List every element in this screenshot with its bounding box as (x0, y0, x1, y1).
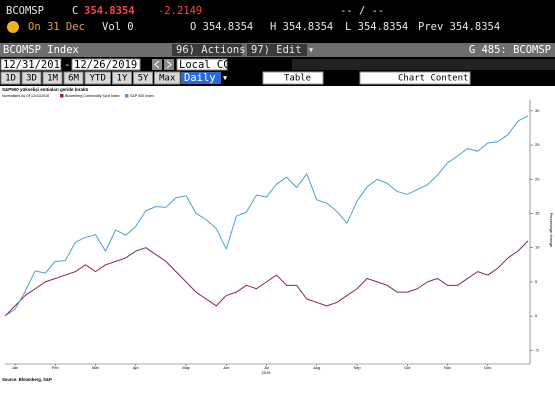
currency[interactable]: Local CCY (179, 59, 237, 71)
next-arrow (166, 60, 172, 69)
legend-swatch (60, 94, 64, 98)
quote-date: On 31 Dec (28, 21, 85, 33)
period-label[interactable]: 6M (68, 74, 79, 84)
source: Source: Bloomberg, S&P (2, 377, 52, 382)
period-button[interactable] (112, 71, 132, 85)
y-tick-label: 0 (535, 313, 538, 318)
chart-subtitle: Normalised As Of 12/31/2018 (2, 94, 49, 98)
actions-button[interactable] (172, 44, 242, 56)
period-label[interactable]: 1D (5, 74, 16, 84)
next-button[interactable] (164, 59, 174, 70)
x-tick-label: Dec (484, 365, 491, 370)
x-tick-label: Jun (223, 365, 229, 370)
change-label: C (72, 5, 78, 17)
period-button[interactable] (154, 71, 181, 85)
open: O 354.8354 (190, 21, 253, 33)
y-tick-label: 30 (535, 108, 540, 113)
y-tick-label: 5 (535, 279, 538, 284)
start-date-input[interactable] (0, 58, 62, 71)
net-change: -2.2149 (158, 5, 202, 17)
x-tick-label: Jul (264, 365, 269, 370)
currency-select[interactable] (176, 58, 228, 71)
table-button[interactable] (262, 71, 324, 85)
table[interactable]: Table (284, 74, 311, 84)
prev-button[interactable] (152, 59, 162, 70)
last-price: 354.8354 (84, 5, 135, 17)
x-tick-label: Nov (444, 365, 451, 370)
start-date[interactable]: 12/31/2018 (3, 59, 66, 71)
frequency[interactable]: Daily ▾ (184, 72, 228, 84)
ticker: BCOMSP (6, 5, 44, 17)
period-label[interactable]: YTD (90, 74, 106, 84)
period-button[interactable] (0, 71, 21, 85)
prev: Prev 354.8354 (418, 21, 500, 33)
y-tick-label: 10 (535, 245, 540, 250)
y-tick-label: 20 (535, 176, 540, 181)
volume: Vol 0 (102, 21, 134, 33)
page-id: G 485: BCOMSP (469, 44, 551, 56)
y-tick-label: 15 (535, 211, 540, 216)
x-tick-label: Apr (133, 365, 140, 370)
prev-arrow (154, 60, 160, 69)
y-tick-label: 25 (535, 142, 540, 147)
legend-label: Bloomberg Commodity Spot Index (65, 94, 120, 98)
chart-content-button[interactable] (359, 71, 471, 85)
y-axis-title: Percentage change (549, 213, 554, 248)
x-tick-label: Oct (404, 365, 411, 370)
status-icon (7, 21, 19, 33)
x-tick-label: Jan (12, 365, 18, 370)
frequency-button[interactable] (181, 72, 221, 84)
period-label[interactable]: 3D (26, 74, 37, 84)
series-line (4, 240, 529, 317)
period-label[interactable]: 5Y (138, 74, 149, 84)
y-tick-label: -5 (535, 347, 539, 352)
period-button[interactable] (84, 71, 111, 85)
chart-title: S&P500 yükselişi emtiaları geride bırakt… (2, 87, 88, 92)
x-tick-label: May (182, 365, 190, 370)
period-button[interactable] (21, 71, 42, 85)
chart-content[interactable]: Chart Content (398, 74, 468, 84)
period-button[interactable] (133, 71, 153, 85)
high: H 354.8354 (270, 21, 333, 33)
security: BCOMSP Index (3, 44, 79, 56)
time: -- / -- (340, 5, 384, 17)
x-tick-label: Sep (353, 365, 361, 370)
toolbar-strip (292, 59, 555, 70)
x-axis-title: 2019 (262, 370, 272, 375)
period-label[interactable]: Max (159, 74, 176, 84)
x-tick-label: Aug (313, 365, 320, 370)
period-button[interactable] (63, 71, 84, 85)
x-tick-label: Feb (52, 365, 60, 370)
series-line (4, 115, 529, 317)
end-date[interactable]: 12/26/2019 (74, 59, 137, 71)
period-button[interactable] (42, 71, 63, 85)
edit-button[interactable] (247, 44, 307, 56)
x-tick-label: Mar (92, 365, 100, 370)
actions-label[interactable]: 96) Actions ▾ (176, 44, 258, 56)
date-separator: - (64, 59, 70, 71)
edit-label[interactable]: 97) Edit ▾ (251, 44, 314, 56)
period-label[interactable]: 1M (47, 74, 58, 84)
low: L 354.8354 (345, 21, 408, 33)
legend-swatch (125, 94, 129, 98)
end-date-input[interactable] (71, 58, 141, 71)
legend-label: S&P 500 Index (130, 94, 154, 98)
period-label[interactable]: 1Y (117, 74, 128, 84)
